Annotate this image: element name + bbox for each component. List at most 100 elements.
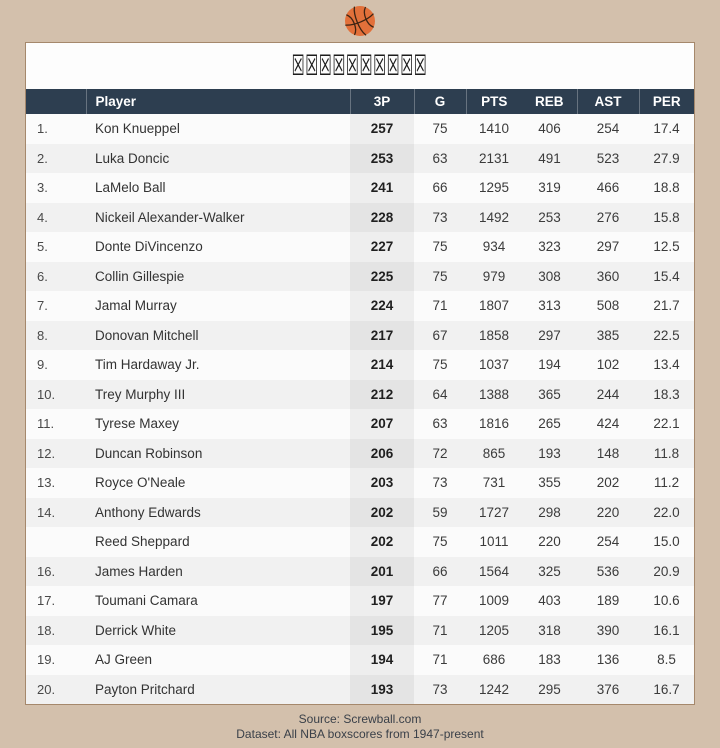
rank-cell: 2. — [37, 150, 48, 166]
games-cell: 71 — [432, 298, 448, 314]
rank-cell: 7. — [37, 298, 48, 314]
games-cell: 77 — [432, 593, 448, 609]
player-cell: Duncan Robinson — [95, 445, 203, 461]
assists-cell: 390 — [596, 622, 620, 638]
table-row: Reed Sheppard 202 75 1011 220 254 15.0 — [26, 527, 694, 557]
assists-cell: 189 — [596, 593, 620, 609]
assists-cell: 376 — [596, 681, 620, 697]
games-cell: 71 — [432, 652, 448, 668]
assists-cell: 254 — [596, 121, 620, 137]
rank-cell: 16. — [37, 563, 56, 579]
table-row: 3. LaMelo Ball 241 66 1295 319 466 18.8 — [26, 173, 694, 203]
three-point-cell: 214 — [350, 350, 414, 380]
assists-cell: 424 — [596, 416, 620, 432]
games-cell: 67 — [432, 327, 448, 343]
table-row: 19. AJ Green 194 71 686 183 136 8.5 — [26, 645, 694, 675]
three-point-cell: 253 — [350, 143, 414, 173]
three-point-column-header: 3P — [349, 89, 414, 114]
per-cell: 15.8 — [653, 209, 680, 225]
games-cell: 75 — [432, 268, 448, 284]
three-point-cell: 257 — [350, 114, 414, 144]
player-cell: Collin Gillespie — [95, 268, 185, 284]
games-cell: 63 — [432, 416, 448, 432]
assists-column-header: AST — [576, 89, 639, 114]
rebounds-cell: 406 — [538, 121, 561, 137]
points-cell: 1011 — [479, 534, 509, 550]
rebounds-cell: 220 — [538, 534, 561, 550]
rank-cell: 19. — [37, 652, 56, 668]
three-point-cell: 241 — [350, 173, 414, 203]
rank-cell: 20. — [37, 681, 56, 697]
games-cell: 73 — [432, 681, 448, 697]
player-cell: James Harden — [95, 563, 183, 579]
per-cell: 27.9 — [653, 150, 680, 166]
three-point-cell: 206 — [350, 438, 414, 468]
per-cell: 10.6 — [653, 593, 680, 609]
table-row: 18. Derrick White 195 71 1205 318 390 16… — [26, 615, 694, 645]
table-row: 11. Tyrese Maxey 207 63 1816 265 424 22.… — [26, 409, 694, 439]
player-cell: LaMelo Ball — [95, 180, 166, 196]
table-row: 7. Jamal Murray 224 71 1807 313 508 21.7 — [26, 291, 694, 321]
points-column-header: PTS — [465, 89, 522, 114]
table-row: 9. Tim Hardaway Jr. 214 75 1037 194 102 … — [26, 350, 694, 380]
three-point-cell: 227 — [350, 232, 414, 262]
player-cell: Trey Murphy III — [95, 386, 186, 402]
assists-cell: 276 — [596, 209, 620, 225]
player-cell: Tim Hardaway Jr. — [95, 357, 200, 373]
games-cell: 71 — [432, 622, 448, 638]
games-cell: 75 — [432, 357, 448, 373]
games-cell: 59 — [432, 504, 448, 520]
games-cell: 66 — [432, 180, 448, 196]
assists-cell: 220 — [596, 504, 620, 520]
page-title: ☒☒☒☒☒☒☒☒☒☒ — [26, 43, 694, 89]
points-cell: 686 — [482, 652, 506, 668]
assists-cell: 297 — [596, 239, 620, 255]
points-cell: 1295 — [478, 180, 510, 196]
table-row: 1. Kon Knueppel 257 75 1410 406 254 17.4 — [26, 114, 694, 144]
points-cell: 2131 — [478, 150, 510, 166]
per-cell: 16.7 — [653, 681, 680, 697]
assists-cell: 102 — [596, 357, 620, 373]
three-point-cell: 225 — [350, 261, 414, 291]
rank-column-header — [26, 89, 86, 114]
player-cell: Reed Sheppard — [95, 534, 190, 550]
rebounds-cell: 295 — [538, 681, 561, 697]
points-cell: 1410 — [478, 121, 510, 137]
per-cell: 20.9 — [653, 563, 680, 579]
player-column-header: Player — [85, 89, 350, 114]
per-cell: 11.2 — [653, 475, 680, 491]
per-cell: 22.1 — [653, 416, 680, 432]
dataset-line: Dataset: All NBA boxscores from 1947-pre… — [236, 727, 484, 741]
table-header-row: Player 3P G PTS REB AST PER — [26, 89, 694, 114]
per-column-header: PER — [638, 89, 694, 114]
assists-cell: 148 — [596, 445, 620, 461]
player-cell: Donovan Mitchell — [95, 327, 199, 343]
assists-cell: 508 — [596, 298, 620, 314]
assists-cell: 244 — [596, 386, 620, 402]
rebounds-cell: 193 — [538, 445, 561, 461]
three-point-cell: 207 — [350, 409, 414, 439]
three-point-cell: 202 — [350, 527, 414, 557]
points-cell: 1492 — [478, 209, 510, 225]
points-cell: 1564 — [478, 563, 510, 579]
rebounds-cell: 318 — [538, 622, 561, 638]
player-cell: Derrick White — [95, 622, 177, 638]
three-point-cell: 197 — [350, 586, 414, 616]
three-point-cell: 194 — [350, 645, 414, 675]
assists-cell: 360 — [596, 268, 620, 284]
rank-cell: 1. — [37, 121, 48, 137]
player-cell: Tyrese Maxey — [95, 416, 180, 432]
rebounds-cell: 323 — [538, 239, 561, 255]
three-point-cell: 193 — [350, 674, 414, 704]
three-point-cell: 224 — [350, 291, 414, 321]
rebounds-cell: 491 — [538, 150, 561, 166]
table-row: 12. Duncan Robinson 206 72 865 193 148 1… — [26, 438, 694, 468]
player-cell: AJ Green — [95, 652, 153, 668]
rank-cell: 14. — [37, 504, 56, 520]
player-cell: Royce O'Neale — [95, 475, 186, 491]
assists-cell: 536 — [596, 563, 620, 579]
rank-cell: 18. — [37, 622, 56, 638]
per-cell: 21.7 — [653, 298, 680, 314]
games-cell: 72 — [432, 445, 448, 461]
player-cell: Anthony Edwards — [95, 504, 201, 520]
